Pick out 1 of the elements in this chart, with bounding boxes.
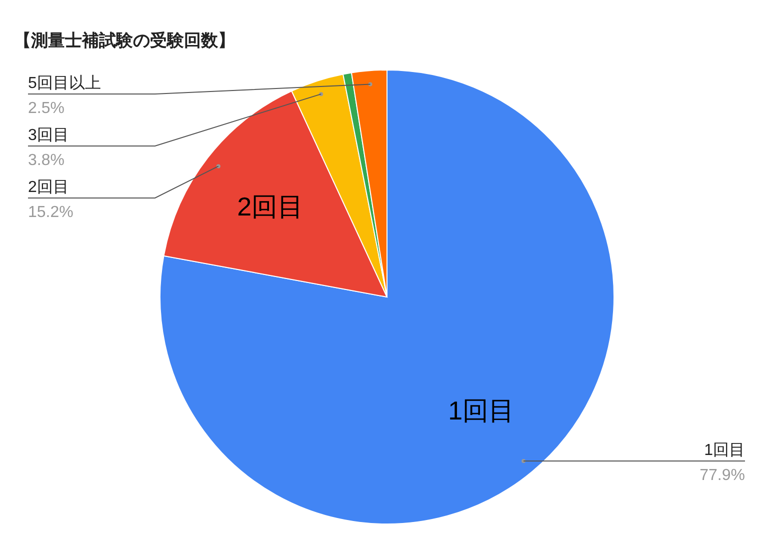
title: 【測量士補試験の受験回数】 bbox=[14, 31, 235, 50]
